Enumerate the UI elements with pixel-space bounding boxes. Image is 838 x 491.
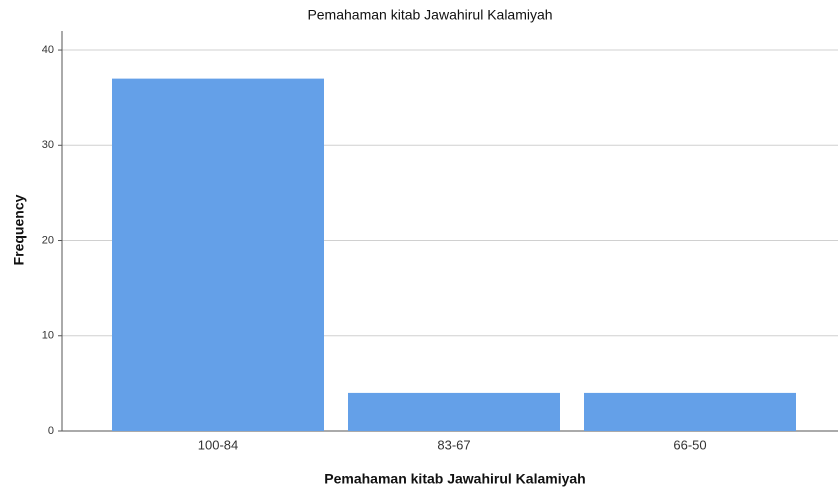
y-tick-label: 10: [42, 330, 54, 342]
x-tick-label: 100-84: [198, 437, 238, 452]
x-tick-label: 66-50: [673, 437, 706, 452]
chart-title: Pemahaman kitab Jawahirul Kalamiyah: [307, 7, 552, 23]
x-tick-label: 83-67: [437, 437, 470, 452]
bar: [584, 392, 796, 431]
x-axis-label: Pemahaman kitab Jawahirul Kalamiyah: [324, 471, 585, 487]
y-axis-label: Frequency: [11, 194, 27, 265]
y-tick-label: 30: [42, 139, 54, 151]
bar: [348, 392, 560, 431]
y-tick-label: 40: [42, 44, 54, 56]
bar: [112, 78, 324, 431]
y-tick-label: 20: [42, 234, 54, 246]
y-tick-label: 0: [48, 425, 54, 437]
